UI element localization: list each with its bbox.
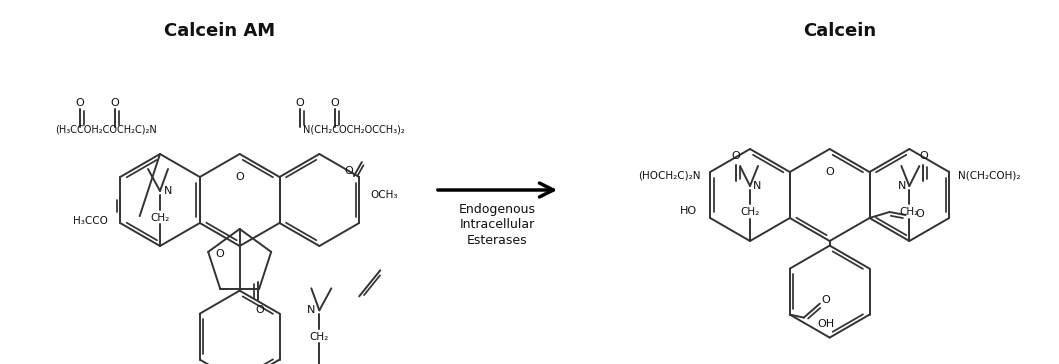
Text: N: N [307, 305, 316, 315]
Text: (H₃CCOH₂COCH₂C)₂N: (H₃CCOH₂COCH₂C)₂N [55, 125, 157, 135]
Text: O: O [825, 167, 834, 177]
Text: HO: HO [680, 206, 697, 216]
Text: OH: OH [818, 318, 834, 329]
Text: O: O [255, 305, 265, 315]
Text: OCH₃: OCH₃ [371, 190, 398, 201]
Text: O: O [75, 98, 85, 108]
Text: O: O [215, 249, 225, 259]
Text: CH₂: CH₂ [150, 213, 169, 223]
Text: Intracellular: Intracellular [460, 218, 535, 232]
Text: Endogenous: Endogenous [459, 203, 536, 217]
Text: N: N [164, 186, 173, 196]
Text: Esterases: Esterases [467, 233, 527, 246]
Text: O: O [235, 172, 244, 182]
Text: O: O [295, 98, 304, 108]
Text: O: O [916, 209, 925, 219]
Text: (HOCH₂C)₂N: (HOCH₂C)₂N [639, 170, 701, 180]
Text: CH₂: CH₂ [309, 332, 329, 343]
Text: O: O [919, 151, 928, 161]
Text: CH₂: CH₂ [740, 207, 759, 217]
Text: N(CH₂COH)₂: N(CH₂COH)₂ [958, 170, 1021, 180]
Text: Calcein: Calcein [804, 22, 877, 40]
Text: O: O [822, 294, 830, 305]
Text: H₃CCO: H₃CCO [73, 216, 108, 226]
Text: Calcein AM: Calcein AM [164, 22, 275, 40]
Text: N(CH₂COCH₂OCCH₃)₂: N(CH₂COCH₂OCCH₃)₂ [303, 125, 405, 135]
Text: O: O [110, 98, 120, 108]
Text: O: O [330, 98, 339, 108]
Text: CH₂: CH₂ [900, 207, 919, 217]
Text: N: N [753, 181, 761, 191]
Text: O: O [732, 151, 740, 161]
Text: O: O [345, 166, 354, 177]
Text: N: N [898, 181, 907, 191]
